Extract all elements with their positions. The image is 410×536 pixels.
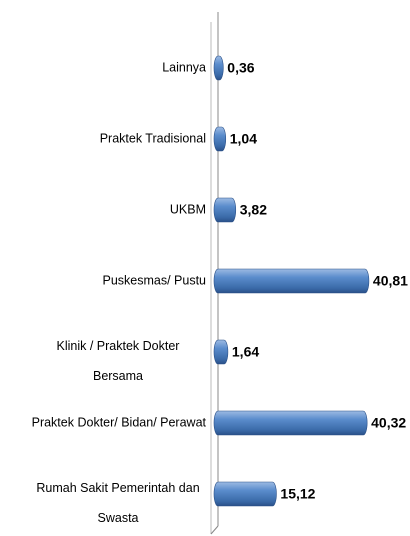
category-label: Praktek Dokter/ Bidan/ Perawat xyxy=(32,415,207,429)
value-label: 1,64 xyxy=(232,344,259,360)
value-label: 3,82 xyxy=(240,202,267,218)
bar xyxy=(213,197,237,223)
bar-body xyxy=(213,268,370,294)
bar xyxy=(213,339,229,365)
bar xyxy=(213,126,227,152)
bar-body xyxy=(213,55,224,81)
value-label: 0,36 xyxy=(227,60,254,76)
bar-body xyxy=(213,410,368,436)
category-label: Klinik / Praktek Dokter Bersama xyxy=(57,339,180,383)
category-label: Rumah Sakit Pemerintah dan Swasta xyxy=(36,481,199,525)
category-label: Puskesmas/ Pustu xyxy=(102,273,206,287)
bar-body xyxy=(213,126,227,152)
bar-body xyxy=(213,197,237,223)
bar-body xyxy=(213,481,277,507)
bar-body xyxy=(213,339,229,365)
bar xyxy=(213,268,370,294)
category-label: Lainnya xyxy=(162,60,206,74)
value-label: 40,81 xyxy=(373,273,408,289)
bar xyxy=(213,410,368,436)
value-label: 15,12 xyxy=(280,486,315,502)
axis-foot xyxy=(210,525,219,535)
bar xyxy=(213,55,224,81)
category-label: Praktek Tradisional xyxy=(100,131,206,145)
value-label: 40,32 xyxy=(371,415,406,431)
category-label: UKBM xyxy=(170,202,206,216)
bar xyxy=(213,481,277,507)
value-label: 1,04 xyxy=(230,131,257,147)
